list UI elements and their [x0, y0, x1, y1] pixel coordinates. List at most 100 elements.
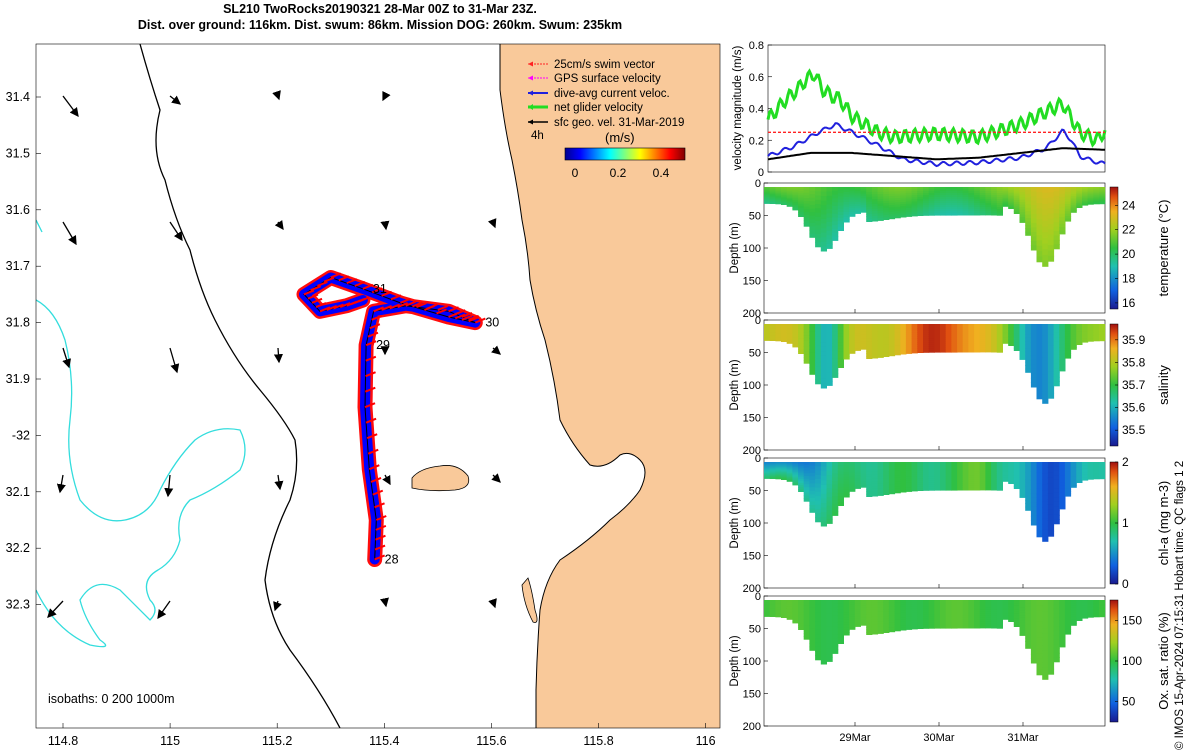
profile-cell — [821, 494, 827, 499]
profile-cell — [997, 213, 1003, 216]
profile-cell — [764, 477, 770, 479]
profile-cell — [832, 477, 838, 481]
profile-cell — [1042, 352, 1048, 358]
profile-cell — [1031, 631, 1037, 636]
profile-cell — [821, 224, 827, 229]
profile-cell — [821, 361, 827, 366]
profile-cell — [1037, 256, 1043, 262]
profile-cell — [798, 489, 804, 492]
profile-cell — [1008, 344, 1014, 346]
profile-cell — [1037, 372, 1043, 378]
profile-cell — [1020, 357, 1026, 360]
profile-cell — [1054, 519, 1060, 524]
profile-cell — [1054, 644, 1060, 649]
profile-cell — [838, 640, 844, 644]
profile-cell — [1031, 351, 1037, 356]
profile-cell — [1048, 192, 1054, 198]
profile-cell — [815, 238, 821, 243]
legend-net: net glider velocity — [554, 102, 643, 114]
profile-cell — [827, 519, 833, 524]
profile-cell — [809, 201, 815, 205]
profile-cell — [792, 208, 798, 210]
profile-cell — [1054, 200, 1060, 205]
profile-cell — [980, 626, 986, 629]
profile-cell — [1037, 361, 1043, 367]
profile-cell — [809, 328, 815, 332]
profile-cell — [1031, 210, 1037, 215]
profile-cell — [827, 377, 833, 382]
profile-cell — [815, 609, 821, 614]
profile-cell — [1037, 240, 1043, 246]
day-label: 28 — [385, 552, 399, 566]
profile-cell — [1042, 227, 1048, 233]
profile-cell — [912, 489, 918, 492]
profile-cell — [861, 485, 867, 487]
profile-cell — [821, 600, 827, 605]
profile-cell — [1037, 214, 1043, 220]
profile-cell — [821, 210, 827, 215]
profile-cell — [809, 234, 815, 238]
profile-cell — [1037, 664, 1043, 670]
profile-cell — [1059, 224, 1065, 228]
profile-cell — [1037, 494, 1043, 500]
profile-cell — [1025, 225, 1031, 229]
colorbar-tick-1: 0.2 — [610, 166, 627, 180]
profile-cell — [906, 351, 912, 354]
profile-cell — [821, 623, 827, 628]
legend-geo: sfc geo. vel. 31-Mar-2019 — [554, 117, 684, 129]
profile-cell — [1048, 494, 1054, 500]
profile-cell — [815, 337, 821, 342]
profile-cell — [832, 195, 838, 199]
profile-cell — [1059, 603, 1065, 607]
profile-cell — [815, 617, 821, 622]
profile-cell — [1054, 657, 1060, 662]
profile-cell — [1025, 617, 1031, 621]
profile-cell — [1037, 235, 1043, 241]
profile-y-tick-label: 150 — [743, 276, 761, 288]
profile-cell — [1042, 479, 1048, 485]
profile-cell — [1048, 526, 1054, 532]
profile-cell — [827, 226, 833, 231]
profile-cell — [1042, 606, 1048, 612]
profile-cell — [1042, 530, 1048, 536]
profile-cell — [809, 194, 815, 198]
profile-cell — [1048, 208, 1054, 214]
profile-cell — [1031, 347, 1037, 352]
profile-panels: 050100150200Depth (m)1618202224 temperatu… — [729, 178, 1171, 744]
profile-cell — [815, 483, 821, 488]
profile-cell — [1037, 669, 1043, 675]
profile-cell — [946, 626, 952, 629]
profile-cell — [991, 350, 997, 353]
profile-cell — [1054, 196, 1060, 201]
profile-cell — [1037, 383, 1043, 389]
profile-cell — [963, 488, 969, 491]
profile-cell — [827, 631, 833, 636]
profile-cell — [815, 375, 821, 380]
profile-cell — [832, 493, 838, 497]
profile-cell — [832, 332, 838, 336]
profile-cell — [815, 621, 821, 626]
profile-y-tick-label: 150 — [743, 689, 761, 701]
profile-cell — [866, 219, 872, 222]
profile-cell — [1031, 654, 1037, 659]
profile-cell — [821, 517, 827, 522]
profile-cell — [809, 509, 815, 513]
profile-cell — [1054, 511, 1060, 516]
profile-cell — [1059, 354, 1065, 358]
profile-cell — [815, 517, 821, 522]
profile-cell — [832, 362, 838, 366]
profile-cell — [849, 214, 855, 217]
profile-cell — [827, 609, 833, 614]
colorbar-tick-label: 35.9 — [1122, 333, 1146, 347]
profile-cell — [827, 618, 833, 623]
profile-cell — [946, 488, 952, 491]
profile-cell — [832, 370, 838, 374]
profile-cell — [1054, 484, 1060, 489]
profile-cell — [1037, 510, 1043, 516]
profile-cell — [900, 352, 906, 355]
profile-cell — [883, 354, 889, 357]
profile-cell — [809, 629, 815, 633]
profile-cell — [1048, 627, 1054, 633]
profile-cell — [832, 604, 838, 608]
profile-cell — [770, 339, 776, 341]
